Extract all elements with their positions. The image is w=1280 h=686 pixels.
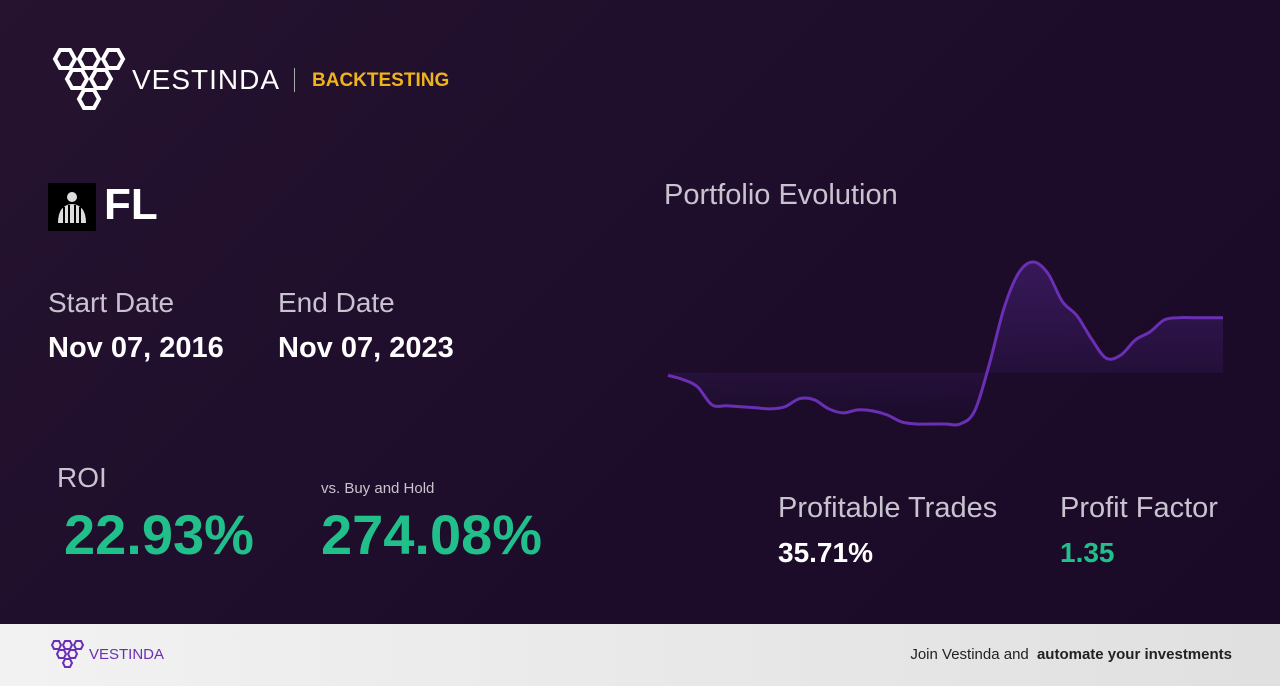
line	[667, 260, 1223, 427]
brand: VESTINDA	[132, 64, 281, 95]
footer-logo	[50, 640, 84, 668]
cta-text: Join Vestinda and	[910, 646, 1029, 663]
footer: VESTINDA Join Vestinda and automate your…	[0, 624, 1280, 686]
start-label: Start Date	[48, 287, 175, 318]
compare-label: vs. Buy and Hold	[321, 480, 435, 497]
divider	[294, 68, 295, 92]
ticker: FL	[104, 180, 158, 229]
end-label: End Date	[278, 287, 395, 318]
chart-title: Portfolio Evolution	[664, 179, 898, 211]
roi-value: 22.93%	[64, 503, 254, 566]
compare-value: 274.08%	[321, 503, 543, 566]
trades-value: 35.71%	[778, 537, 873, 568]
start-date: Nov 07, 2016	[48, 332, 224, 364]
cta-bold: automate your investments	[1036, 646, 1232, 663]
roi-label: ROI	[57, 462, 107, 493]
end-date: Nov 07, 2023	[278, 332, 454, 364]
area	[668, 262, 1223, 425]
footer-cta: Join Vestinda and automate your investme…	[910, 646, 1232, 663]
trades-label: Profitable Trades	[778, 492, 998, 524]
footer-brand: VESTINDA	[89, 646, 165, 663]
section: BACKTESTING	[312, 70, 450, 91]
factor-value: 1.35	[1060, 537, 1115, 568]
factor-label: Profit Factor	[1060, 492, 1218, 524]
ticker-icon	[48, 183, 96, 231]
logo-icon	[52, 48, 126, 110]
sparkline	[667, 260, 1223, 427]
